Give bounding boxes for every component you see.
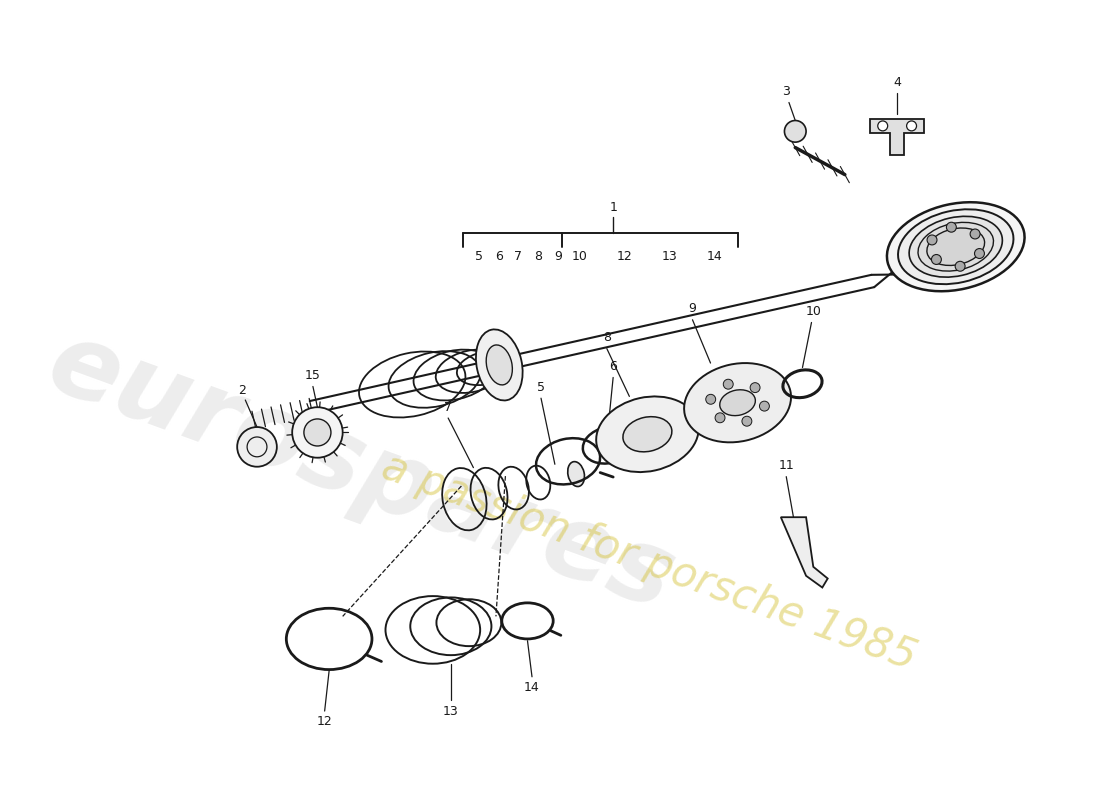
- Circle shape: [970, 229, 980, 239]
- Ellipse shape: [927, 228, 984, 266]
- Polygon shape: [781, 518, 827, 587]
- Ellipse shape: [476, 330, 522, 401]
- Ellipse shape: [887, 202, 1024, 291]
- Ellipse shape: [486, 345, 513, 385]
- Text: 11: 11: [779, 459, 794, 472]
- Text: 9: 9: [554, 250, 562, 263]
- Polygon shape: [870, 118, 924, 154]
- Circle shape: [750, 382, 760, 393]
- Text: 15: 15: [305, 369, 321, 382]
- Text: 8: 8: [603, 331, 611, 344]
- Circle shape: [927, 235, 937, 245]
- Text: 14: 14: [524, 681, 540, 694]
- Ellipse shape: [568, 462, 584, 486]
- Ellipse shape: [684, 363, 791, 442]
- Circle shape: [238, 427, 277, 466]
- Ellipse shape: [898, 210, 1013, 284]
- Text: 13: 13: [662, 250, 678, 263]
- Text: 9: 9: [689, 302, 696, 315]
- Circle shape: [906, 121, 916, 131]
- Circle shape: [293, 407, 343, 458]
- Text: 10: 10: [572, 250, 587, 263]
- Circle shape: [715, 413, 725, 422]
- Text: a passion for porsche 1985: a passion for porsche 1985: [376, 446, 922, 678]
- Text: 1: 1: [609, 202, 617, 214]
- Circle shape: [932, 254, 942, 265]
- Circle shape: [304, 419, 331, 446]
- Circle shape: [724, 379, 734, 389]
- Text: 3: 3: [782, 85, 790, 98]
- Circle shape: [878, 121, 888, 131]
- Text: eurospares: eurospares: [34, 312, 688, 632]
- Circle shape: [784, 121, 806, 142]
- Circle shape: [706, 394, 716, 404]
- Text: 5: 5: [537, 381, 544, 394]
- Text: 13: 13: [443, 705, 459, 718]
- Text: 5: 5: [475, 250, 483, 263]
- Circle shape: [759, 401, 769, 411]
- Text: 12: 12: [317, 715, 332, 728]
- Circle shape: [955, 262, 965, 271]
- Text: 2: 2: [238, 385, 245, 398]
- Text: 6: 6: [609, 360, 617, 373]
- Ellipse shape: [623, 417, 672, 452]
- Text: 7: 7: [515, 250, 522, 263]
- Ellipse shape: [918, 222, 993, 271]
- Text: 12: 12: [617, 250, 632, 263]
- Ellipse shape: [719, 390, 756, 416]
- Circle shape: [946, 222, 956, 232]
- Text: 8: 8: [535, 250, 542, 263]
- Text: 14: 14: [707, 250, 723, 263]
- Ellipse shape: [596, 397, 698, 472]
- Text: 7: 7: [444, 401, 452, 414]
- Text: 4: 4: [893, 76, 901, 89]
- Circle shape: [741, 416, 751, 426]
- Text: 6: 6: [495, 250, 503, 263]
- Text: 10: 10: [805, 305, 822, 318]
- Circle shape: [975, 249, 984, 258]
- Ellipse shape: [909, 216, 1002, 277]
